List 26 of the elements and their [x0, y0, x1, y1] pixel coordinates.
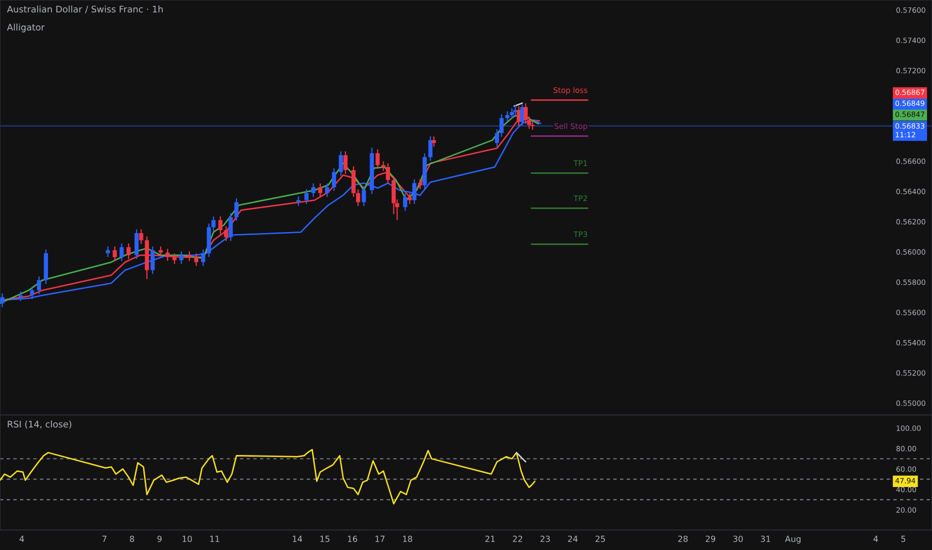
- x-tick-label: 25: [596, 536, 605, 542]
- x-tick-label: 22: [512, 536, 522, 542]
- x-tick-label: 28: [678, 536, 688, 542]
- text: Australian Dollar / Swiss Franc · 1h: [7, 6, 163, 14]
- x-tick-label: 8: [130, 536, 134, 542]
- x-tick-label: 7: [102, 536, 106, 542]
- x-tick-label: 10: [182, 536, 192, 542]
- x-tick-label: 23: [540, 536, 550, 542]
- x-tick-label: 29: [706, 536, 716, 542]
- text: Alligator: [7, 24, 45, 32]
- x-tick-label: 31: [760, 536, 770, 542]
- x-tick-label: 21: [485, 536, 495, 542]
- text: RSI (14, close): [8, 420, 72, 429]
- x-tick-label: 17: [376, 536, 385, 542]
- x-tick-label: 5: [901, 536, 906, 542]
- x-tick-label: 14: [292, 536, 302, 542]
- x-tick-label: 15: [320, 536, 330, 542]
- x-tick-label: Aug: [785, 536, 800, 544]
- x-tick-label: 11: [210, 536, 220, 542]
- x-tick-label: 16: [348, 536, 358, 542]
- x-tick-label: 4: [20, 536, 24, 542]
- x-tick-label: 24: [568, 536, 578, 542]
- x-tick-label: 9: [157, 536, 162, 542]
- x-tick-label: 30: [733, 536, 743, 542]
- x-tick-label: 18: [403, 536, 412, 542]
- x-tick-label: 4: [874, 536, 878, 542]
